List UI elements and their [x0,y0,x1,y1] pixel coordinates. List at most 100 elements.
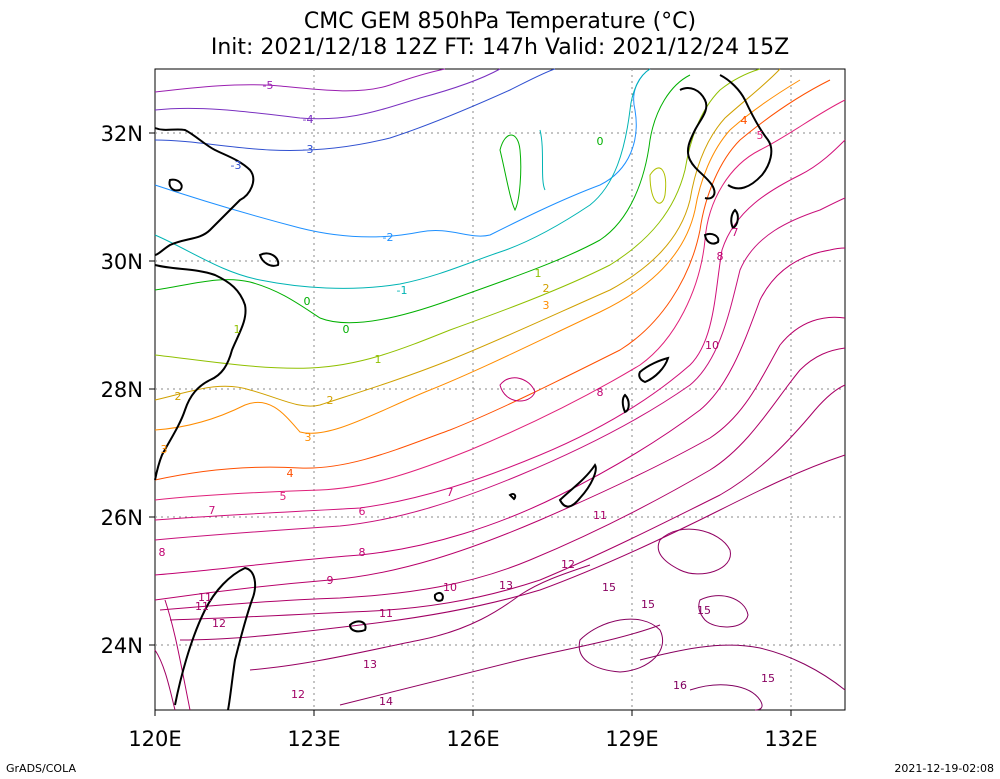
lon-label-123E: 123E [287,727,340,751]
tokunoshima [621,393,630,414]
isotherm--5 [154,68,446,93]
islet-b [508,492,517,501]
label-m3b: -3 [303,143,314,156]
china-coast-north [154,127,255,256]
isotherm--1-b [539,129,546,191]
label-12b: 12 [291,688,305,701]
isotherm-14 [339,624,661,706]
label-11d: 11 [198,591,212,604]
label-11a: 11 [195,600,209,613]
isotherm--4 [154,68,501,120]
china-coast-south [154,264,247,481]
label-4a: 4 [287,467,294,480]
footer-credit: GrADS/COLA [6,762,76,775]
label-3b: 3 [305,431,312,444]
okinawa [558,463,597,508]
isotherm-13 [249,564,591,671]
label-1a: 1 [234,323,241,336]
label-8b: 8 [359,546,366,559]
isotherm-1-cell [649,167,667,204]
map-subtitle: Init: 2021/12/18 12Z FT: 147h Valid: 202… [210,35,790,60]
isotherm-3 [154,79,801,434]
label-5b: 5 [757,129,764,142]
yakushima [730,208,739,230]
isotherm-6 [154,139,846,521]
label-m2: -2 [383,231,394,244]
isotherm-2 [154,68,781,407]
label-3a: 3 [161,443,168,456]
lat-label-32N: 32N [101,122,143,146]
label-13b: 13 [499,579,513,592]
label-7a: 7 [209,504,216,517]
label-m4: -4 [303,113,314,126]
lon-label-126E: 126E [446,727,499,751]
label-m5: -5 [263,79,274,92]
gridlines [155,69,845,710]
label-12c: 12 [561,558,575,571]
label-8d: 8 [717,250,724,263]
isotherm-0-cell [499,134,522,212]
label-8a: 8 [159,546,166,559]
label-16: 16 [673,679,687,692]
isotherm-7 [154,197,846,541]
label-1b: 1 [375,353,382,366]
isotherm-4 [154,79,831,481]
label-11b: 11 [379,607,393,620]
map-title: CMC GEM 850hPa Temperature (°C) [303,9,697,34]
label-3c: 3 [543,299,550,312]
isotherm-0 [154,74,691,324]
label-7b: 7 [447,486,454,499]
isotherm-10 [159,347,846,611]
ishigaki [348,620,367,633]
isotherm-12 [179,454,846,641]
label-15d: 15 [761,672,775,685]
lon-label-132E: 132E [764,727,817,751]
isotherm-15-cell-b [698,595,749,628]
label-15b: 15 [641,598,655,611]
lat-label-30N: 30N [101,250,143,274]
taiwan-coast [174,566,257,711]
island-zhoushan [258,252,280,267]
label-0a: 0 [304,295,311,308]
isotherm-15 [639,644,846,691]
isotherm-15-cell [578,618,663,673]
isotherm-8 [154,247,846,576]
label-12a: 12 [212,617,226,630]
tanegashima [703,232,720,245]
label-14: 14 [379,695,393,708]
label-13a: 13 [363,658,377,671]
label-5a: 5 [280,490,287,503]
isotherm-14-cell [657,528,731,575]
lon-label-129E: 129E [605,727,658,751]
label-6: 6 [359,505,366,518]
label-15c: 15 [697,604,711,617]
lat-label-26N: 26N [101,506,143,530]
kyushu-west [679,87,716,200]
isotherm-11-taiwan [164,599,191,711]
isotherm--1 [154,68,651,289]
island-a [168,178,183,192]
contour-labels: -5 -4 -3 -3 -2 -1 0 0 0 1 1 1 2 2 2 3 3 … [159,79,776,708]
axis-labels: 120E 123E 126E 129E 132E 32N 30N 28N 26N… [101,122,818,751]
isotherm--3 [154,68,556,151]
label-2a: 2 [175,390,182,403]
axis-ticks [149,132,792,716]
coastlines [154,74,773,711]
label-1c: 1 [535,267,542,280]
label-15a: 15 [602,581,616,594]
label-10b: 10 [705,339,719,352]
label-4b: 4 [741,114,748,127]
isotherm-8-cell [499,377,536,402]
label-2b: 2 [327,394,334,407]
label-m3a: -3 [231,159,242,172]
label-0b: 0 [343,323,350,336]
label-m1: -1 [397,284,408,297]
kyushu-east [719,74,773,190]
label-10a: 10 [443,581,457,594]
isotherm-11 [169,384,846,621]
isotherm-12-taiwan [154,649,176,711]
label-7c: 7 [732,226,739,239]
label-2c: 2 [543,282,550,295]
label-11c: 11 [593,509,607,522]
